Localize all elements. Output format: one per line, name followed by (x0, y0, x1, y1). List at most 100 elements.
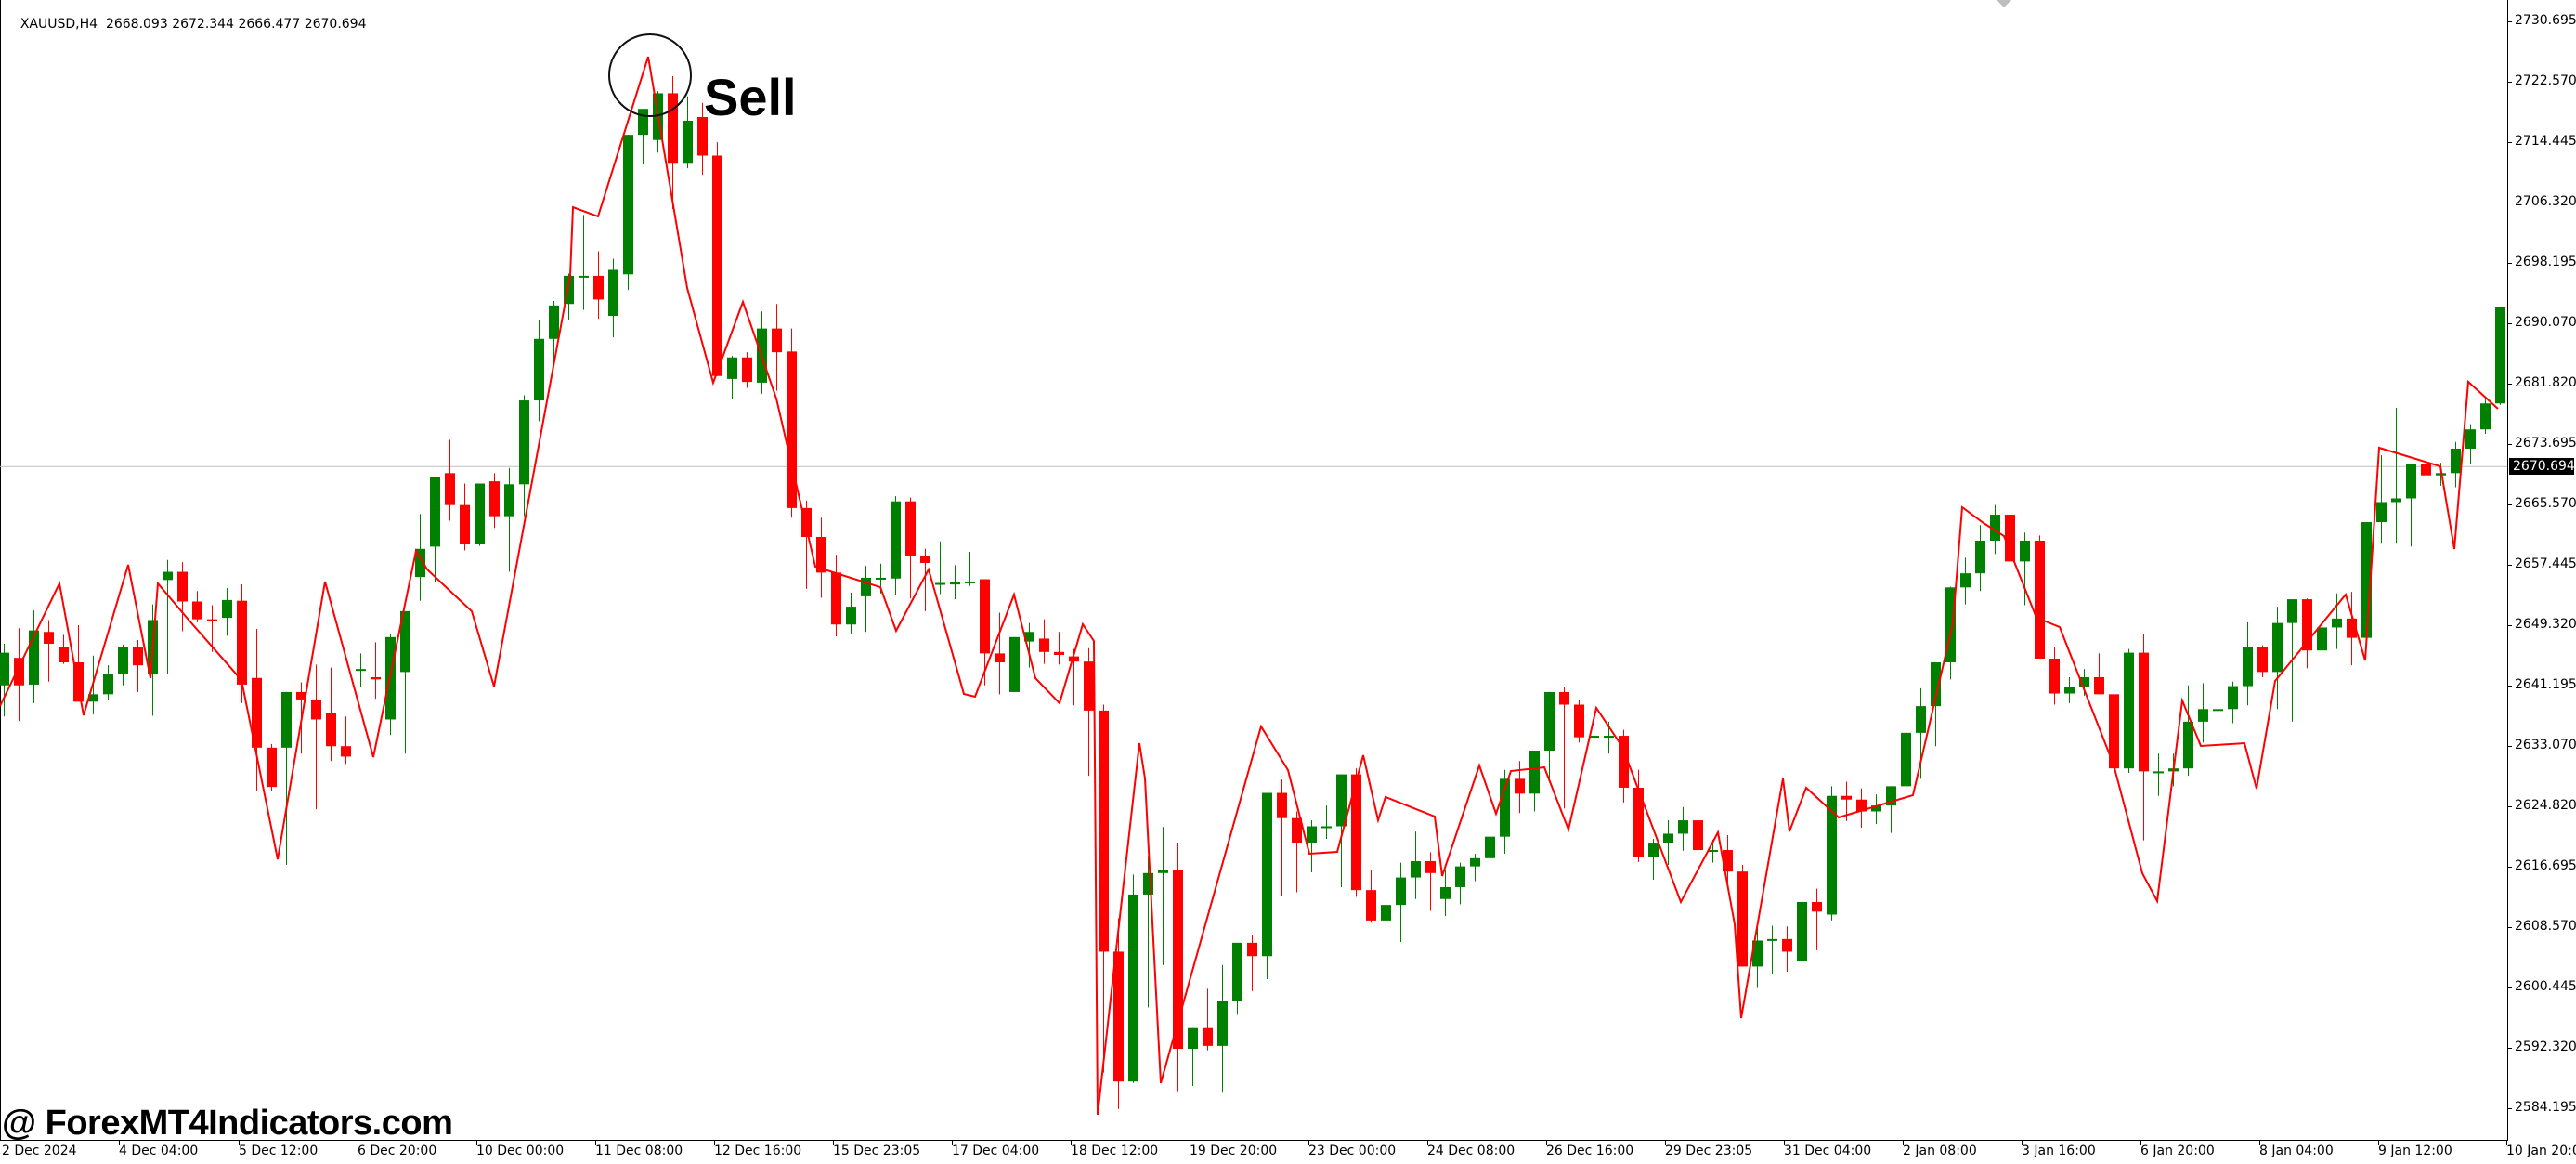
bearish-candle (1693, 820, 1703, 851)
time-tick-label: 9 Jan 12:00 (2378, 1144, 2452, 1158)
bearish-candle (772, 328, 782, 353)
bullish-candle (415, 548, 425, 578)
bullish-candle (1960, 573, 1971, 588)
bullish-candle (1931, 661, 1941, 707)
time-tick-label: 2 Dec 2024 (2, 1144, 77, 1158)
bullish-candle (1797, 901, 1807, 961)
bullish-candle (846, 607, 856, 625)
bullish-candle (504, 484, 514, 517)
chart-shift-marker-icon[interactable] (1997, 0, 2011, 7)
bullish-candle (1024, 632, 1034, 642)
bearish-candle (192, 601, 202, 620)
bullish-candle (579, 275, 589, 278)
bearish-candle (207, 619, 217, 621)
bullish-candle (1916, 706, 1926, 733)
bearish-candle (267, 747, 277, 788)
bearish-candle (2257, 647, 2268, 673)
bearish-candle (2094, 676, 2104, 695)
bullish-candle (1648, 843, 1659, 858)
bullish-candle (1990, 515, 2000, 542)
bullish-candle (727, 357, 737, 379)
bullish-candle (564, 275, 574, 305)
price-tick-label: 2714.445 (2515, 134, 2576, 149)
bullish-candle (1975, 541, 1985, 574)
price-tick-label: 2641.195 (2515, 677, 2576, 692)
bullish-candle (1500, 778, 1510, 837)
bullish-candle (534, 338, 544, 401)
bearish-candle (2139, 652, 2149, 772)
bearish-candle (296, 691, 306, 700)
bearish-candle (1366, 890, 1376, 921)
time-tick-label: 10 Jan 20:00 (2506, 1144, 2576, 1158)
watermark: @ ForexMT4Indicators.com (2, 1104, 453, 1143)
bullish-candle (1604, 736, 1614, 739)
bearish-candle (920, 555, 930, 563)
bullish-candle (118, 647, 128, 674)
bearish-candle (787, 351, 797, 508)
price-tick-label: 2706.320 (2515, 194, 2576, 209)
bearish-candle (712, 155, 722, 376)
bearish-candle (460, 504, 470, 544)
bearish-candle (1619, 736, 1629, 788)
bullish-candle (549, 305, 559, 339)
bullish-candle (1188, 1027, 1198, 1050)
price-tick-label: 2633.070 (2515, 738, 2576, 752)
bullish-candle (861, 577, 871, 596)
bullish-candle (1544, 691, 1555, 752)
bullish-candle (88, 694, 98, 702)
bearish-candle (1856, 799, 1867, 812)
price-tick-label: 2592.320 (2515, 1040, 2576, 1054)
symbol-info: XAUUSD,H4 2668.093 2672.344 2666.477 267… (4, 2, 367, 46)
bullish-candle (1336, 774, 1347, 827)
bullish-candle (1767, 938, 1777, 941)
bullish-candle (876, 577, 886, 580)
bullish-candle (2480, 403, 2491, 430)
bullish-candle (1752, 940, 1763, 967)
bearish-candle (14, 658, 24, 686)
bullish-candle (1321, 826, 1332, 829)
bearish-candle (1559, 691, 1569, 705)
bearish-candle (73, 661, 84, 702)
bullish-candle (2495, 307, 2505, 404)
bullish-candle (1945, 587, 1956, 662)
bearish-candle (831, 572, 841, 625)
bullish-candle (1901, 732, 1911, 787)
bearish-candle (1633, 787, 1644, 858)
bullish-candle (1158, 870, 1168, 873)
bearish-candle (1841, 795, 1852, 800)
bullish-candle (1009, 636, 1020, 692)
bearish-candle (252, 677, 262, 748)
bearish-candle (1203, 1027, 1213, 1046)
bearish-candle (816, 537, 826, 573)
bullish-candle (29, 630, 39, 685)
bullish-candle (683, 120, 693, 164)
bearish-candle (371, 676, 381, 680)
bullish-candle (163, 571, 173, 581)
bearish-candle (1113, 951, 1124, 1082)
bullish-candle (1381, 905, 1391, 921)
bullish-candle (1827, 795, 1837, 915)
bullish-candle (1529, 751, 1540, 794)
bullish-candle (2228, 686, 2238, 710)
bullish-candle (1485, 836, 1495, 858)
bullish-candle (2465, 429, 2476, 449)
time-tick-label: 8 Jan 04:00 (2259, 1144, 2334, 1158)
bearish-candle (59, 647, 69, 662)
bullish-candle (2213, 709, 2223, 712)
bearish-candle (1084, 661, 1094, 711)
time-tick-label: 23 Dec 00:00 (1308, 1144, 1397, 1158)
bullish-candle (2451, 448, 2461, 474)
price-tick-label: 2584.195 (2515, 1100, 2576, 1115)
time-tick-label: 17 Dec 04:00 (952, 1144, 1040, 1158)
time-tick-label: 15 Dec 23:05 (833, 1144, 921, 1158)
bullish-candle (475, 483, 485, 544)
bullish-candle (1143, 872, 1153, 895)
bullish-candle (1663, 833, 1673, 844)
time-tick-label: 6 Dec 20:00 (358, 1144, 437, 1158)
bearish-candle (1737, 871, 1748, 967)
zigzag-indicator-line (0, 56, 2499, 1116)
bullish-candle (2079, 676, 2089, 687)
bullish-candle (2064, 687, 2075, 694)
